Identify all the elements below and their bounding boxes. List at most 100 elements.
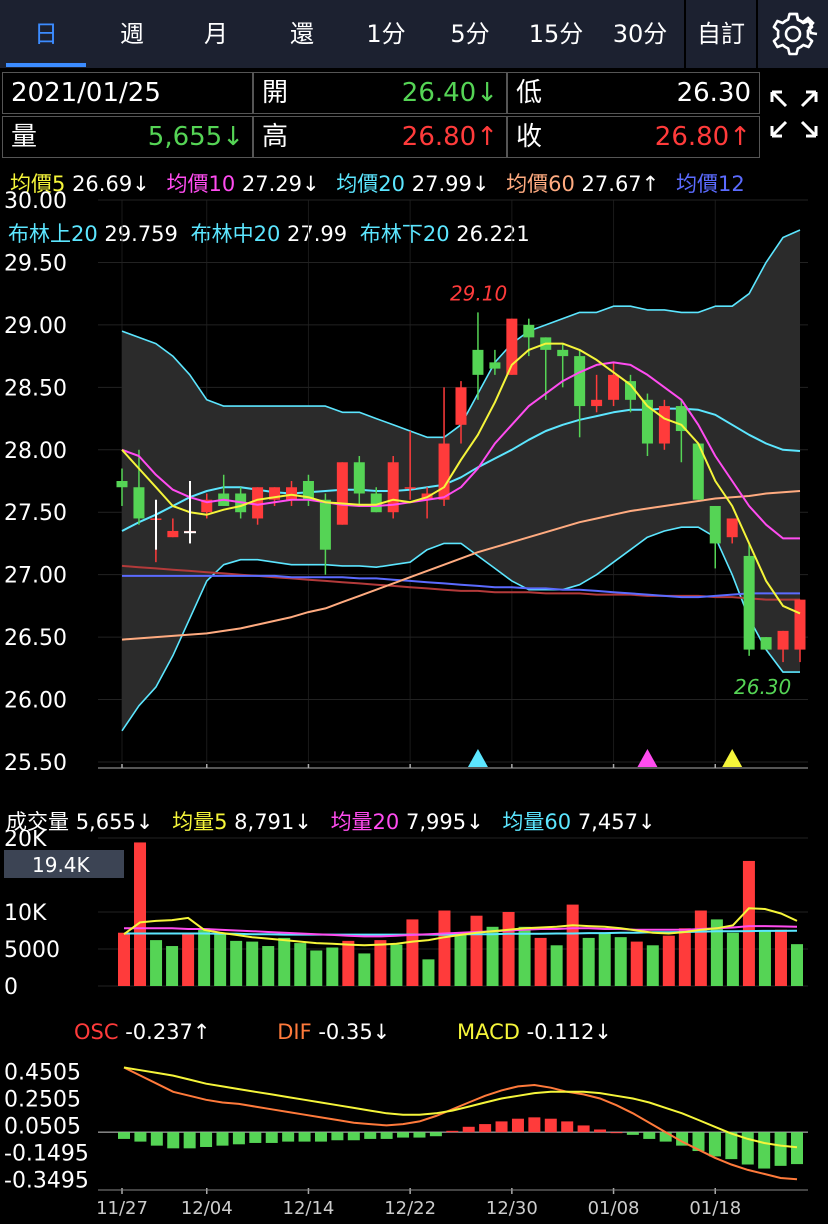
bollinger-lower-line xyxy=(121,526,800,732)
osc-bar xyxy=(511,1118,524,1133)
volume-bar xyxy=(118,932,130,986)
volume-chart[interactable]: 20K 10K 5000 0 19.4K xyxy=(0,830,828,1000)
candle xyxy=(302,474,314,506)
osc-bar xyxy=(544,1118,557,1133)
dif-line xyxy=(123,1066,798,1181)
tab-month[interactable]: 月 xyxy=(204,20,228,48)
volume-y-tick-label: 10K xyxy=(4,901,47,926)
candle-body xyxy=(472,349,484,375)
boll-upper-label: 布林上20 xyxy=(8,222,98,246)
ma20-label: 均價20 xyxy=(336,172,406,196)
candle xyxy=(641,393,653,457)
ma5-label: 均價5 xyxy=(10,172,66,196)
bollinger-band-fill xyxy=(122,229,800,731)
tab-week[interactable]: 週 xyxy=(120,20,144,48)
volume-y-tick-label: 5000 xyxy=(4,938,60,963)
osc-value: -0.237↑ xyxy=(125,1020,211,1044)
tab-day[interactable]: 日 xyxy=(34,20,58,48)
osc-bar xyxy=(232,1132,245,1145)
macd-y-tick-label: 0.4505 xyxy=(4,1060,81,1085)
volume-bar xyxy=(230,940,243,986)
candle-body xyxy=(675,406,687,432)
volume-bar xyxy=(214,934,227,986)
expand-arrows-icon[interactable] xyxy=(768,88,820,140)
ma10-label: 均價10 xyxy=(166,172,236,196)
boll-mid-value: 27.99 xyxy=(287,222,348,246)
candle-body xyxy=(404,487,416,489)
dif-value: -0.35↓ xyxy=(318,1020,391,1044)
osc-bar xyxy=(528,1117,541,1133)
candle xyxy=(116,468,128,506)
candle xyxy=(370,487,382,513)
volume-bar xyxy=(182,934,195,986)
bollinger-legend: 布林上20 29.759 布林中20 27.99 布林下20 26.221 xyxy=(8,218,530,248)
boll-lower-label: 布林下20 xyxy=(359,222,450,246)
osc-bar xyxy=(479,1124,492,1133)
volume-y-tick-label: 0 xyxy=(4,975,18,1000)
macd-y-tick-label: 0.0505 xyxy=(4,1114,81,1139)
volume-bar xyxy=(791,944,803,986)
candle xyxy=(133,449,145,525)
candle xyxy=(574,349,586,438)
candle xyxy=(709,505,721,569)
candle-body xyxy=(370,493,382,513)
max-price-label: 29.10 xyxy=(450,281,507,305)
max-volume-badge-text: 19.4K xyxy=(32,853,91,877)
dif-label: DIF xyxy=(277,1020,312,1044)
tab-restore[interactable]: 還 xyxy=(290,20,314,48)
volume-bar xyxy=(694,910,707,986)
tab-30min[interactable]: 30分 xyxy=(612,20,668,48)
gear-icon[interactable] xyxy=(760,0,828,68)
tab-15min[interactable]: 15分 xyxy=(528,20,584,48)
candle-body xyxy=(641,399,653,444)
osc-bar xyxy=(643,1132,656,1139)
osc-bar xyxy=(134,1132,147,1142)
candle xyxy=(760,637,772,650)
osc-bar xyxy=(725,1132,738,1160)
candle xyxy=(591,374,603,413)
candle-body xyxy=(743,555,755,650)
open-value: 26.40↓ xyxy=(401,78,498,108)
candle xyxy=(319,493,331,575)
osc-bar xyxy=(774,1132,787,1166)
close-label: 收 xyxy=(516,122,543,152)
volume-bar xyxy=(598,932,611,986)
volume-value: 5,655↓ xyxy=(147,122,244,152)
x-tick-label: 12/30 xyxy=(486,1198,538,1219)
macd-legend: OSC -0.237↑ DIF -0.35↓ MACD -0.112↓ xyxy=(74,1020,612,1044)
volume-bar xyxy=(358,953,371,986)
candle xyxy=(675,399,687,463)
tab-5min[interactable]: 5分 xyxy=(450,20,490,48)
candle-body xyxy=(591,399,603,407)
osc-bar xyxy=(594,1129,607,1133)
candle-body xyxy=(116,481,128,488)
candle xyxy=(252,487,264,525)
signal-triangle-marker xyxy=(722,749,743,767)
candle xyxy=(625,374,636,413)
candle-body xyxy=(133,487,145,519)
tab-1min[interactable]: 1分 xyxy=(366,20,406,48)
y-tick-label: 26.50 xyxy=(4,626,67,651)
candle xyxy=(455,381,467,444)
macd-y-tick-label: 0.2505 xyxy=(4,1087,81,1112)
open-label: 開 xyxy=(262,78,289,108)
osc-bar xyxy=(659,1132,672,1142)
candle-body xyxy=(455,387,467,425)
volume-bar xyxy=(374,940,387,986)
tab-custom[interactable]: 自訂 xyxy=(697,20,745,48)
osc-bar xyxy=(167,1132,180,1149)
x-tick-label: 12/14 xyxy=(283,1198,335,1219)
candlestick-chart[interactable]: 30.00 29.50 29.00 28.50 28.00 27.50 27.00 26.50… xyxy=(0,190,828,770)
candle-body xyxy=(269,487,281,500)
avg-vol5-value: 8,791↓ xyxy=(234,810,312,834)
volume-y-tick-label: 20K xyxy=(4,830,47,852)
osc-bar xyxy=(200,1132,213,1147)
volume-bar xyxy=(278,937,291,986)
ma60-line xyxy=(121,490,801,641)
osc-bar xyxy=(118,1132,130,1139)
candle-body xyxy=(794,599,806,650)
candle-body xyxy=(167,530,179,538)
candle-body xyxy=(726,518,738,538)
volume-bar xyxy=(438,910,451,986)
